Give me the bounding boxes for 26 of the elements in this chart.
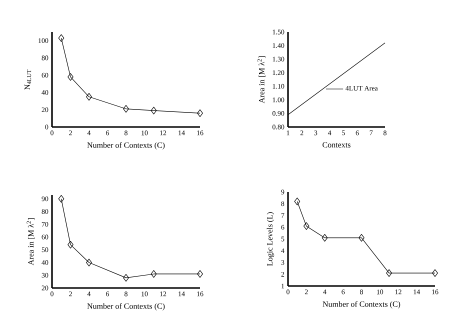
point <box>86 92 92 101</box>
point <box>58 195 64 203</box>
point <box>150 270 157 278</box>
point <box>123 105 129 113</box>
point <box>123 274 129 282</box>
point <box>150 106 157 114</box>
point <box>322 234 328 242</box>
point <box>68 240 74 248</box>
x-axis-title: Number of Contexts (C) <box>87 303 165 310</box>
point <box>58 34 64 42</box>
y-axis-title: N$_{4LUT}$ <box>24 70 32 90</box>
y-axis-title: Logic Levels (L) <box>266 212 274 266</box>
x-axis-title: Number of Contexts (C) <box>322 301 400 308</box>
point <box>68 73 74 81</box>
point <box>303 222 310 230</box>
point <box>358 234 364 242</box>
point <box>432 269 438 277</box>
point <box>197 109 203 117</box>
point <box>386 269 392 277</box>
x-axis-title: Number of Contexts (C) <box>87 142 165 150</box>
x-axis-title: Contexts <box>322 142 350 148</box>
point <box>86 258 92 266</box>
y-axis-title: Area in [M λ$^{2}$] <box>26 218 35 266</box>
point <box>294 198 300 206</box>
point <box>197 270 203 278</box>
y-axis-title: Area in [M λ$^{2}$] <box>257 56 266 104</box>
